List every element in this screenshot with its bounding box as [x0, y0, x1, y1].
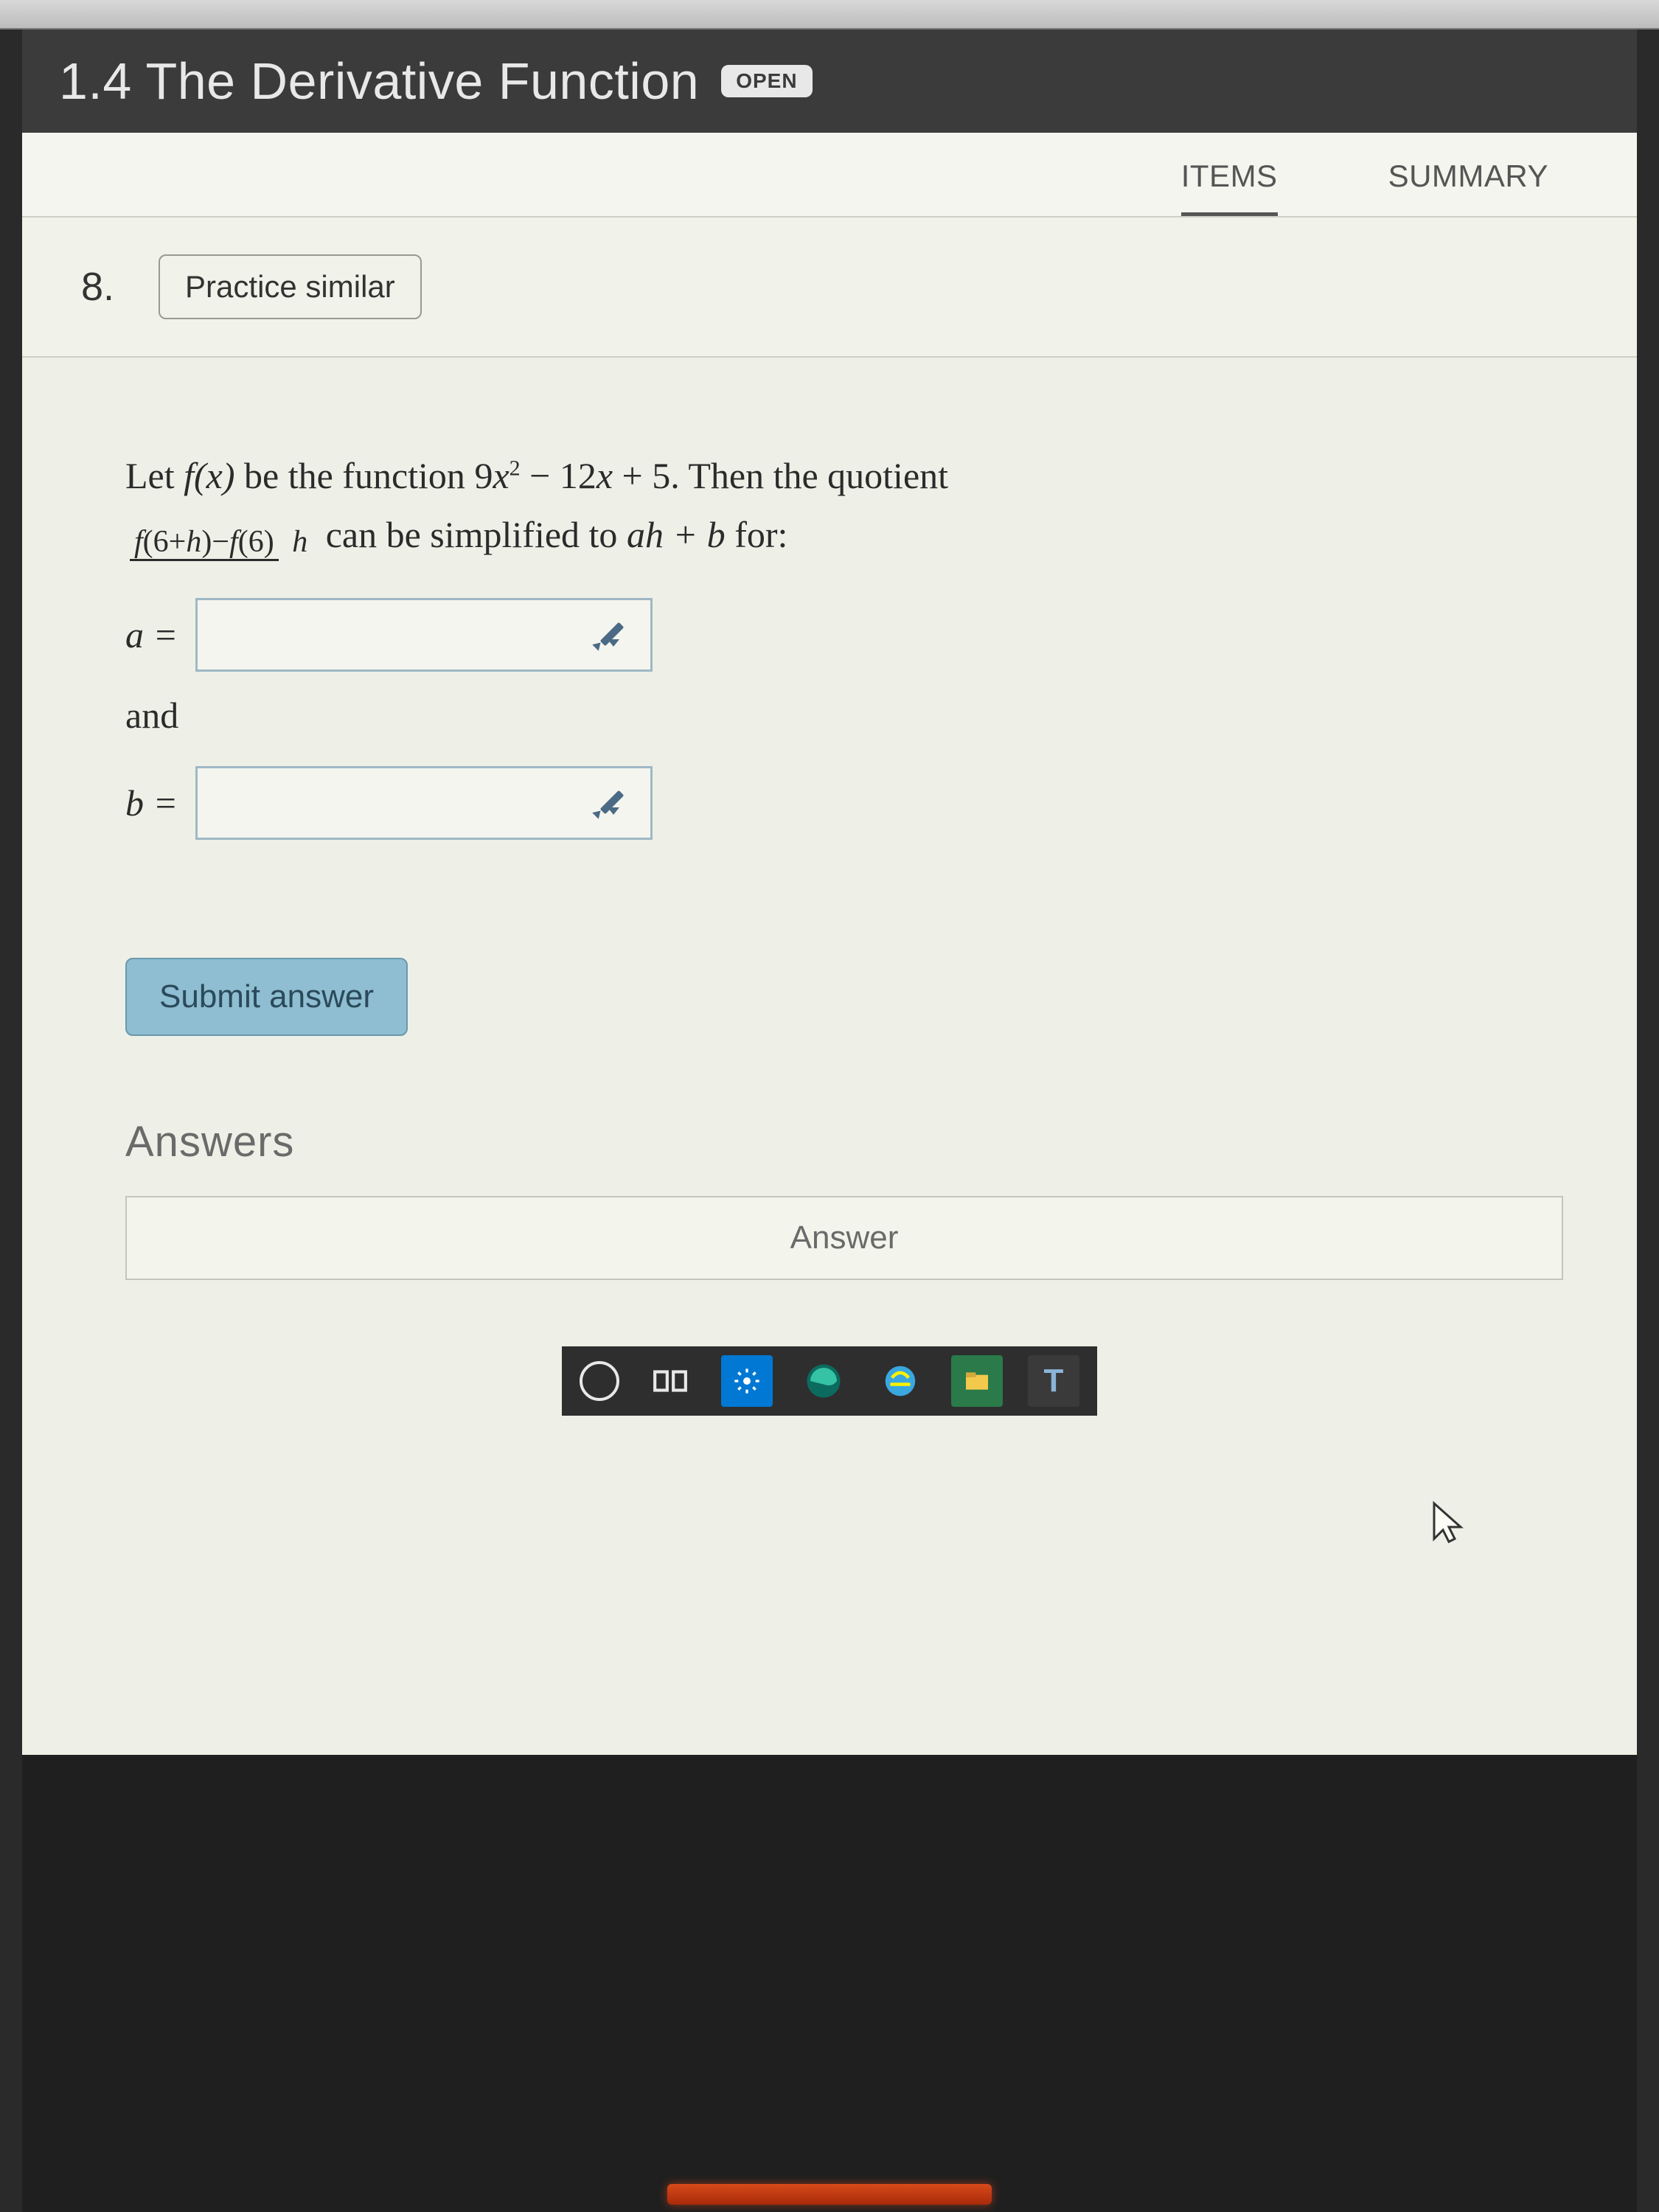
fraction-denominator: h: [288, 525, 312, 559]
tab-items[interactable]: ITEMS: [1181, 159, 1278, 216]
browser-chrome-top: [0, 0, 1659, 29]
tab-summary[interactable]: SUMMARY: [1388, 159, 1548, 216]
tab-row: ITEMS SUMMARY: [22, 133, 1637, 218]
section-title: 1.4 The Derivative Function: [59, 52, 699, 111]
answers-heading: Answers: [125, 1117, 1563, 1166]
cortana-icon[interactable]: [580, 1361, 619, 1401]
windows-taskbar: T: [562, 1346, 1097, 1416]
answer-column-label: Answer: [790, 1220, 899, 1256]
orange-indicator: [667, 2184, 992, 2205]
text: for:: [726, 514, 788, 555]
problem-statement: Let f(x) be the function 9x2 − 12x + 5. …: [125, 446, 1563, 568]
task-view-icon[interactable]: [644, 1355, 696, 1407]
math-target: ah + b: [627, 514, 726, 555]
submit-answer-button[interactable]: Submit answer: [125, 958, 408, 1036]
text: can be simplified to: [326, 514, 627, 555]
question-number: 8.: [81, 264, 114, 310]
a-label: a =: [125, 613, 178, 656]
settings-app-icon[interactable]: [721, 1355, 773, 1407]
b-label: b =: [125, 782, 178, 824]
input-row-a: a =: [125, 598, 1563, 672]
edge-icon[interactable]: [798, 1355, 849, 1407]
math-fx: f(x): [184, 455, 234, 496]
answers-table-header: Answer: [125, 1196, 1563, 1280]
text: Let: [125, 455, 184, 496]
math-expr: 9x2 − 12x + 5: [474, 455, 670, 496]
ie-icon[interactable]: [874, 1355, 926, 1407]
and-label: and: [125, 694, 1563, 737]
app-frame: 1.4 The Derivative Function OPEN ITEMS S…: [22, 29, 1637, 1755]
question-content: Let f(x) be the function 9x2 − 12x + 5. …: [22, 358, 1637, 1755]
text-app-icon[interactable]: T: [1028, 1355, 1079, 1407]
input-row-b: b =: [125, 766, 1563, 840]
section-header: 1.4 The Derivative Function OPEN: [22, 29, 1637, 133]
practice-similar-button[interactable]: Practice similar: [159, 254, 422, 319]
file-explorer-icon[interactable]: [951, 1355, 1003, 1407]
question-header: 8. Practice similar: [22, 218, 1637, 358]
open-badge[interactable]: OPEN: [721, 65, 812, 97]
fraction-numerator: f(6+h)−f(6): [130, 525, 279, 561]
equation-editor-icon[interactable]: [597, 619, 630, 651]
answer-input-a[interactable]: [195, 598, 653, 672]
cursor-icon: [1430, 1500, 1467, 1545]
text: . Then the quotient: [670, 455, 948, 496]
desk-area: [22, 1755, 1637, 2212]
text: be the function: [235, 455, 475, 496]
answer-input-b[interactable]: [195, 766, 653, 840]
fraction: f(6+h)−f(6) h: [130, 509, 312, 568]
equation-editor-icon[interactable]: [597, 787, 630, 819]
